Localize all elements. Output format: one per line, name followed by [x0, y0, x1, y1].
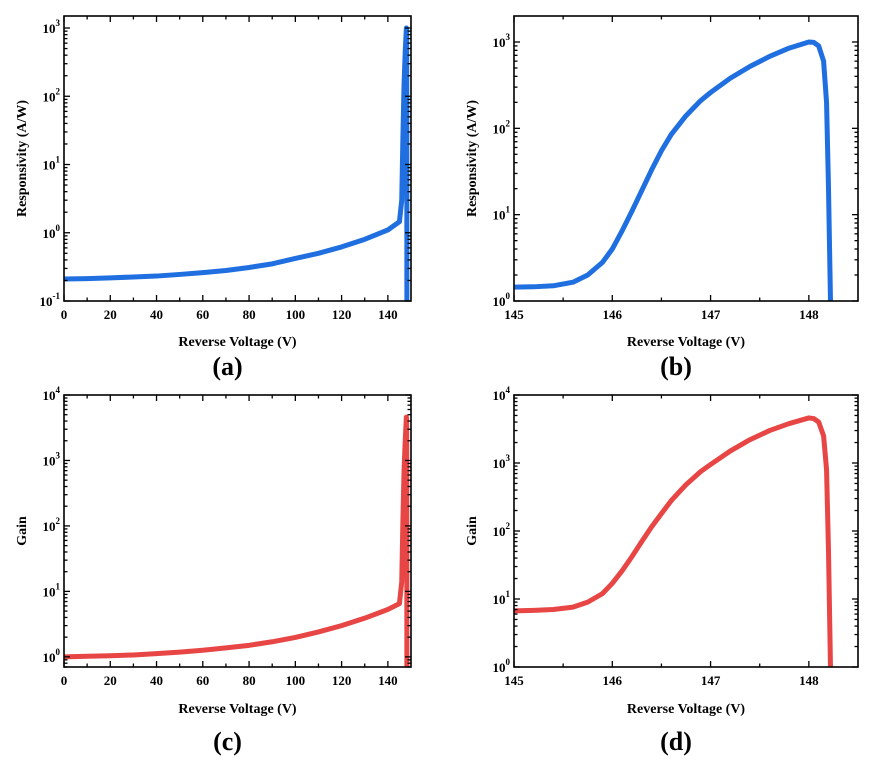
- x-tick-label: 148: [799, 307, 819, 322]
- plot-frame: [513, 394, 859, 668]
- y-tick-label: 102: [43, 86, 61, 104]
- y-tick-label: 103: [43, 450, 61, 468]
- x-tick-label: 100: [286, 673, 306, 688]
- y-tick-label: 100: [43, 647, 61, 665]
- panel-label: (d): [660, 727, 692, 756]
- y-tick-label: 100: [43, 223, 61, 241]
- x-tick-label: 100: [286, 307, 306, 322]
- y-axis-label: Gain: [465, 516, 480, 546]
- series-line-d-0: [514, 415, 833, 667]
- y-tick-label: 103: [493, 453, 511, 471]
- x-axis-label: Reverse Voltage (V): [178, 335, 297, 350]
- x-tick-label: 146: [603, 673, 623, 688]
- chart-panel-b: 145 146 147 148 100 101 102 103 Reverse Voltage …: [465, 15, 859, 381]
- chart-panel-a: 0 20 40 60 80 100 120 140 10-1 100 101 102 103 Revers…: [15, 15, 412, 381]
- y-tick-label: 10-1: [40, 291, 61, 309]
- x-tick-label: 146: [603, 307, 623, 322]
- x-tick-label: 80: [243, 673, 256, 688]
- y-tick-label: 101: [493, 205, 511, 223]
- x-tick-label: 40: [150, 307, 163, 322]
- chart-panel-c: 0 20 40 60 80 100 120 140 100 101 102 103 104 Reverse…: [15, 385, 412, 756]
- x-axis-label: Reverse Voltage (V): [627, 335, 746, 350]
- x-axis-label: Reverse Voltage (V): [178, 702, 297, 717]
- x-tick-label: 120: [332, 307, 352, 322]
- chart-panel-d: 145 146 147 148 100 101 102 103 104 Reverse Volta…: [465, 385, 859, 756]
- x-tick-label: 0: [61, 307, 68, 322]
- series-line-c-0: [64, 414, 410, 667]
- x-tick-label: 20: [104, 673, 117, 688]
- x-tick-label: 145: [504, 307, 524, 322]
- y-tick-label: 101: [493, 589, 511, 607]
- x-tick-label: 145: [504, 673, 524, 688]
- x-tick-label: 120: [332, 673, 352, 688]
- y-tick-label: 104: [493, 385, 511, 403]
- x-tick-label: 140: [378, 673, 398, 688]
- plot-frame: [63, 15, 412, 302]
- panel-label: (a): [212, 352, 242, 381]
- panel-label: (b): [660, 352, 692, 381]
- plot-frame: [513, 15, 859, 302]
- x-axis-label: Reverse Voltage (V): [627, 702, 746, 717]
- x-tick-label: 148: [799, 673, 819, 688]
- x-tick-label: 80: [243, 307, 256, 322]
- y-axis-label: Responsivity (A/W): [15, 100, 30, 217]
- series-line-b-0: [514, 39, 833, 301]
- y-tick-label: 101: [43, 155, 61, 173]
- y-tick-label: 103: [43, 18, 61, 36]
- x-tick-label: 60: [196, 673, 209, 688]
- x-tick-label: 60: [196, 307, 209, 322]
- y-axis-label: Gain: [15, 516, 30, 546]
- x-tick-label: 0: [61, 673, 68, 688]
- x-tick-label: 20: [104, 307, 117, 322]
- y-tick-label: 101: [43, 581, 61, 599]
- y-axis-label: Responsivity (A/W): [465, 100, 480, 217]
- plot-frame: [63, 394, 412, 668]
- x-tick-label: 147: [701, 673, 721, 688]
- panel-label: (c): [213, 727, 242, 756]
- y-tick-label: 102: [493, 521, 511, 539]
- x-tick-label: 140: [378, 307, 398, 322]
- y-tick-label: 102: [43, 516, 61, 534]
- y-tick-label: 100: [493, 657, 511, 675]
- y-tick-label: 103: [493, 32, 511, 50]
- y-tick-label: 102: [493, 118, 511, 136]
- x-tick-label: 40: [150, 673, 163, 688]
- y-tick-label: 100: [493, 291, 511, 309]
- x-tick-label: 147: [701, 307, 721, 322]
- y-tick-label: 104: [43, 385, 61, 403]
- series-line-a-0: [64, 25, 410, 301]
